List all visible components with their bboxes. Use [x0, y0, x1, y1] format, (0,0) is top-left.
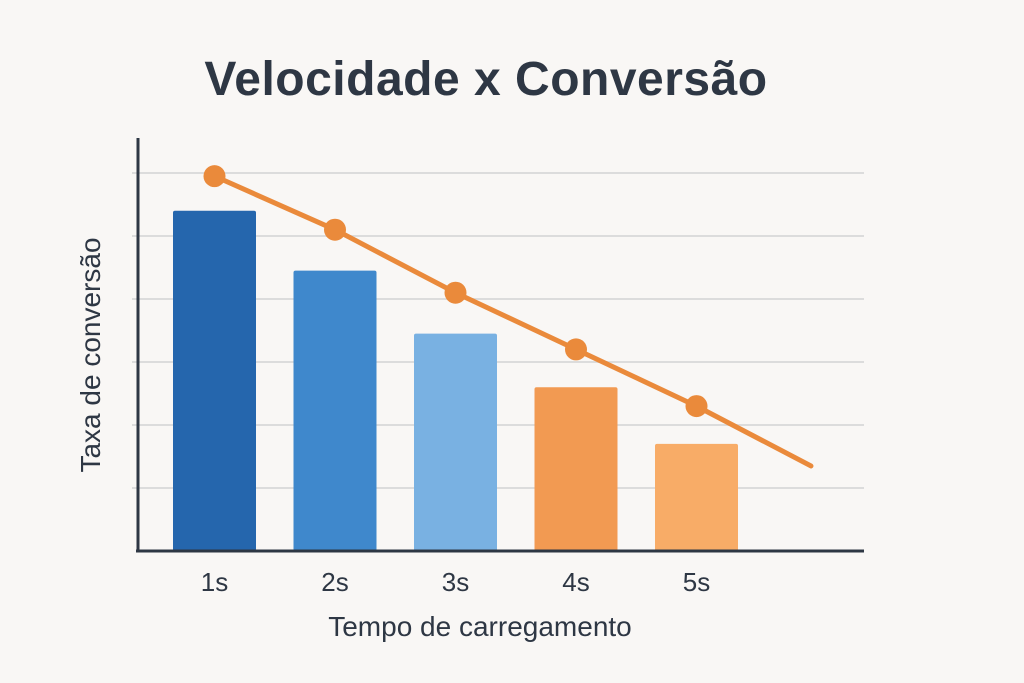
bar-4s — [534, 387, 618, 551]
x-tick-label: 1s — [201, 567, 228, 597]
chart-title: Velocidade x Conversão — [204, 53, 768, 106]
bar-1s — [173, 210, 256, 552]
x-tick-label: 4s — [562, 567, 589, 597]
bar-5s — [655, 443, 738, 551]
x-axis-label: Tempo de carregamento — [328, 611, 632, 642]
trend-point-1s — [203, 165, 226, 188]
trend-point-3s — [444, 281, 467, 304]
axes — [136, 138, 864, 553]
trend-point-4s — [565, 338, 587, 361]
bar-2s — [293, 270, 377, 551]
trend-point-5s — [685, 395, 708, 418]
y-axis-label: Taxa de conversão — [75, 237, 106, 472]
trend-point-2s — [324, 218, 346, 241]
bar-3s — [414, 333, 497, 551]
bars — [173, 210, 738, 552]
trend-line — [212, 173, 814, 469]
x-tick-label: 5s — [683, 567, 710, 597]
trend-line-group — [203, 165, 814, 469]
x-tick-label: 3s — [442, 567, 469, 597]
x-tick-labels: 1s 2s 3s 4s 5s — [201, 567, 710, 597]
x-tick-label: 2s — [321, 567, 348, 597]
